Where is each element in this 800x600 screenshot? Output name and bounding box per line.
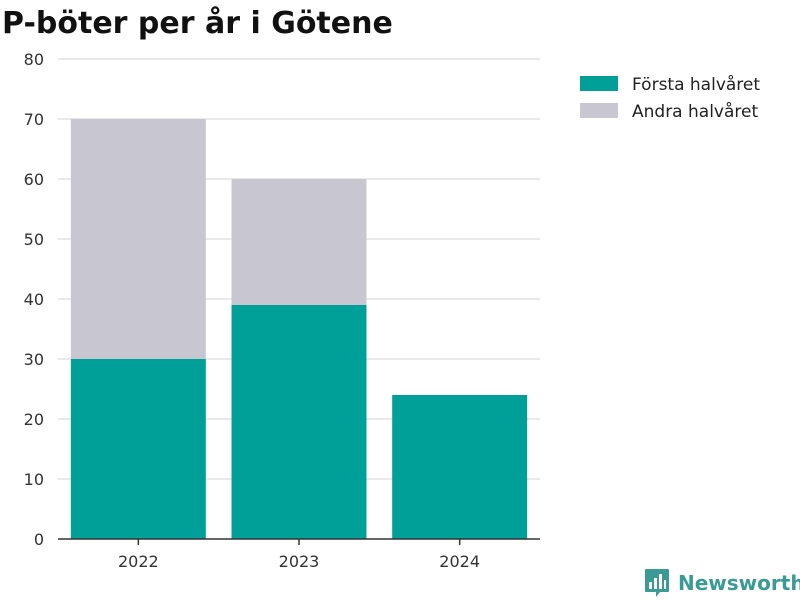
- bar-segment: [70, 359, 206, 539]
- y-tick-label: 80: [24, 50, 44, 69]
- axes: 0 10 20 30 40 50 60 70 80 2022 2023 2024: [24, 50, 540, 571]
- y-tick-label: 40: [24, 290, 44, 309]
- x-tick-label: 2022: [118, 552, 159, 571]
- legend: Första halvåret Andra halvåret: [580, 74, 760, 122]
- y-tick-label: 0: [34, 530, 44, 549]
- bar-chart-logo-icon: [645, 569, 669, 597]
- brand-logo: Newsworthy: [644, 568, 800, 598]
- bar-segment: [231, 305, 367, 539]
- y-tick-label: 10: [24, 470, 44, 489]
- x-tick-label: 2024: [439, 552, 480, 571]
- legend-label: Första halvåret: [632, 74, 760, 95]
- bars: [70, 119, 528, 539]
- y-tick-label: 70: [24, 110, 44, 129]
- bar-segment: [392, 395, 528, 539]
- legend-swatch: [580, 76, 618, 91]
- bar-segment: [231, 179, 367, 305]
- legend-swatch: [580, 103, 618, 118]
- brand-name: Newsworthy: [678, 571, 800, 595]
- y-tick-label: 30: [24, 350, 44, 369]
- y-tick-label: 60: [24, 170, 44, 189]
- y-tick-label: 50: [24, 230, 44, 249]
- y-tick-label: 20: [24, 410, 44, 429]
- bar-segment: [70, 119, 206, 359]
- x-tick-label: 2023: [279, 552, 320, 571]
- legend-label: Andra halvåret: [632, 101, 758, 122]
- chart-title: P-böter per år i Götene: [2, 6, 393, 41]
